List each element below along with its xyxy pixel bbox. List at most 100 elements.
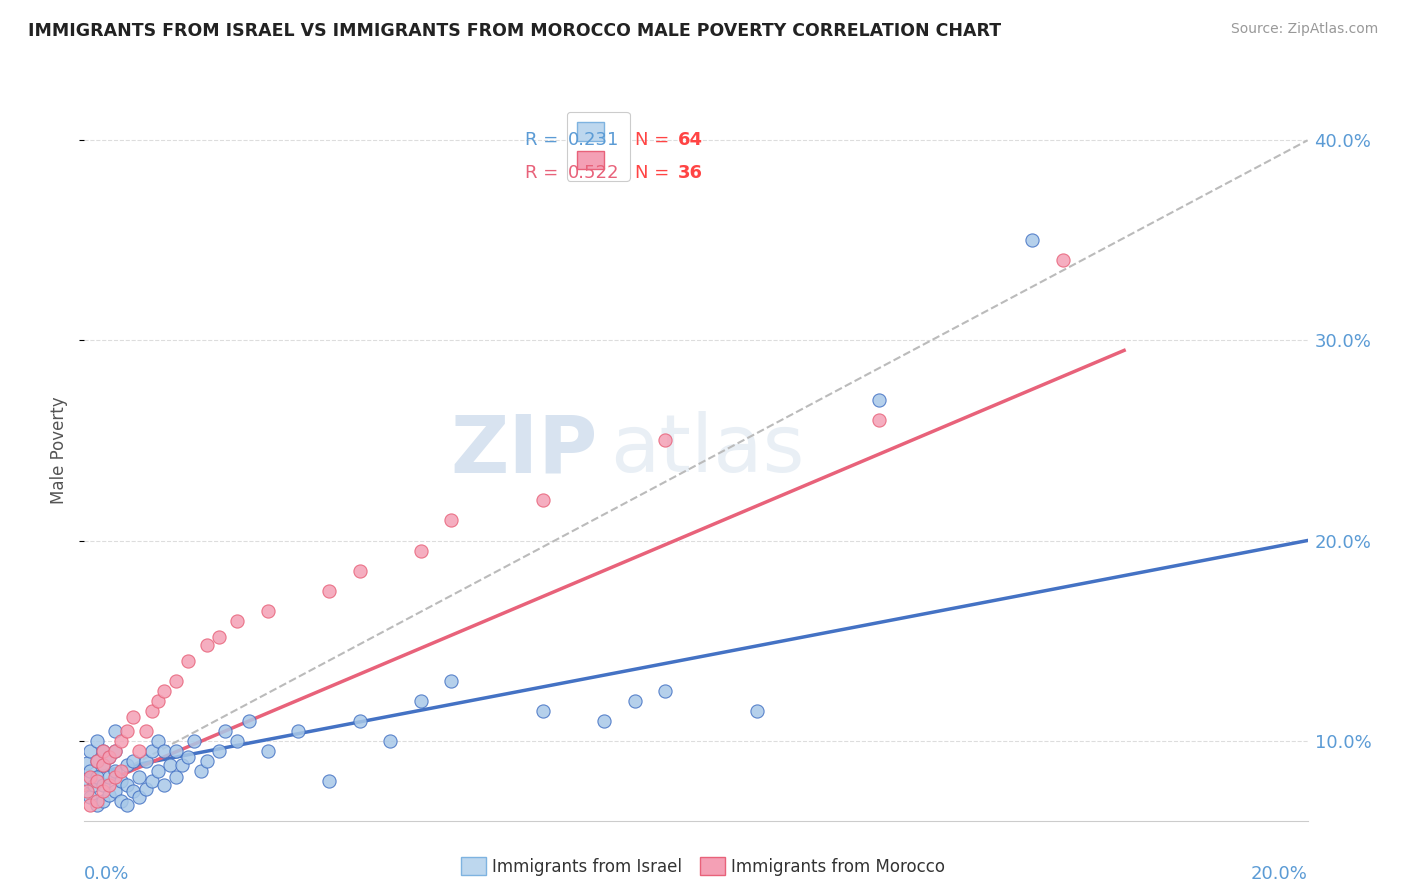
Point [190,764,212,778]
Point [195,638,218,652]
Point [110,794,132,808]
Point [128,743,150,757]
Point [97,778,120,792]
Point [153,743,176,757]
Point [115,797,138,812]
Point [79,770,101,784]
Point [97,788,120,802]
Point [593,714,616,728]
Point [104,743,127,757]
Point [440,514,463,528]
Point [91,757,114,772]
Point [177,654,200,668]
Point [91,783,114,797]
Point [165,673,187,688]
Point [380,733,402,747]
Point [122,783,145,797]
Text: N =: N = [636,164,669,182]
Point [83,778,105,792]
Point [165,770,187,784]
Point [104,770,127,784]
Text: 20.0%: 20.0% [1251,865,1308,883]
Point [624,693,647,707]
Text: Source: ZipAtlas.com: Source: ZipAtlas.com [1230,22,1378,37]
Point [128,770,150,784]
Text: 64: 64 [678,130,703,148]
Point [349,714,371,728]
Point [146,733,169,747]
Point [141,773,163,788]
Point [110,764,132,778]
Text: Immigrants from Israel: Immigrants from Israel [492,858,682,876]
Point [104,764,127,778]
Point [238,714,260,728]
Point [115,757,138,772]
Point [91,778,114,792]
Point [104,743,127,757]
Point [110,773,132,788]
Point [135,723,157,738]
Point [122,754,145,768]
Point [869,393,891,408]
Point [349,564,371,578]
Point [104,783,127,797]
Text: Immigrants from Morocco: Immigrants from Morocco [731,858,945,876]
Point [97,770,120,784]
Legend: , : , [567,112,630,181]
Point [1052,253,1074,268]
Point [531,493,554,508]
Point [257,603,280,617]
Point [177,749,200,764]
Text: R =: R = [524,164,558,182]
Point [91,743,114,757]
Point [747,704,769,718]
Point [135,754,157,768]
Point [122,709,145,723]
Point [141,704,163,718]
Point [86,773,108,788]
Point [257,743,280,757]
Point [128,789,150,804]
Point [86,754,108,768]
Text: N =: N = [636,130,669,148]
Point [79,764,101,778]
Point [183,733,205,747]
Point [110,733,132,747]
Point [86,794,108,808]
Point [79,797,101,812]
Point [86,754,108,768]
Point [226,733,249,747]
Point [287,723,309,738]
Point [409,543,432,558]
Point [869,413,891,427]
Point [86,733,108,747]
Point [77,773,100,788]
Point [214,723,236,738]
Point [654,434,676,448]
Point [153,683,176,698]
Point [531,704,554,718]
Text: R =: R = [524,130,558,148]
Text: IMMIGRANTS FROM ISRAEL VS IMMIGRANTS FROM MOROCCO MALE POVERTY CORRELATION CHART: IMMIGRANTS FROM ISRAEL VS IMMIGRANTS FRO… [28,22,1001,40]
Text: 0.231: 0.231 [568,130,619,148]
Point [409,693,432,707]
Text: atlas: atlas [610,411,804,490]
Point [208,630,231,644]
Point [91,757,114,772]
Point [195,754,218,768]
Point [104,723,127,738]
Point [1021,233,1043,247]
Point [153,778,176,792]
Point [115,778,138,792]
Point [86,797,108,812]
Point [91,743,114,757]
Point [97,749,120,764]
Text: 36: 36 [678,164,703,182]
Point [318,773,340,788]
Point [159,757,181,772]
Point [146,693,169,707]
Point [76,756,98,770]
Point [79,789,101,804]
Point [172,757,194,772]
Point [79,743,101,757]
